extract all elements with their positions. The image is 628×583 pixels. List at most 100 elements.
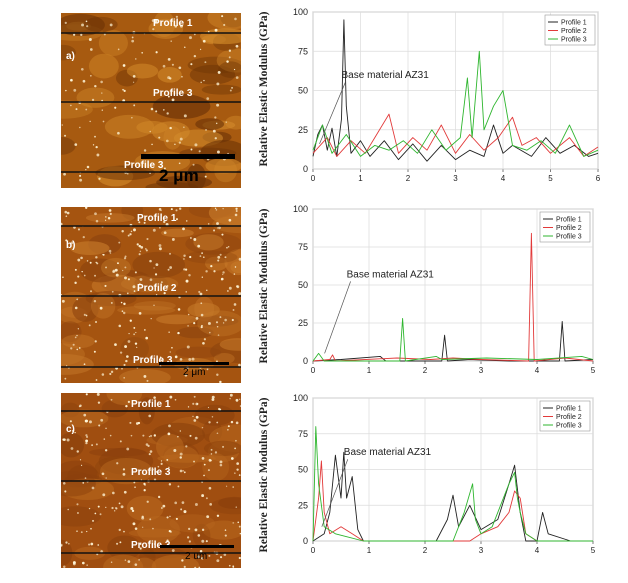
afm-particle [122,311,126,315]
x-tick-label: 4 [501,174,506,183]
afm-particle [205,270,208,273]
afm-particle [180,508,183,511]
afm-particle [187,325,189,327]
afm-particle [230,457,234,460]
afm-particle [224,534,227,537]
afm-particle [81,23,85,27]
annotation-pointer [319,81,346,145]
afm-particle [190,237,192,239]
afm-particle [131,39,135,43]
afm-particle [206,368,209,371]
afm-blob [184,250,238,264]
afm-particle [129,233,132,236]
afm-particle [184,268,188,271]
afm-particle [162,64,166,68]
profile-label-3: Profile 3 [124,160,164,171]
afm-particle [88,507,91,510]
afm-particle [154,19,158,23]
afm-particle [152,28,155,31]
afm-particle [217,227,219,229]
x-tick-label: 3 [479,366,484,375]
afm-particle [134,271,137,274]
afm-particle [76,348,79,351]
afm-particle [160,281,163,284]
afm-particle [187,313,190,316]
afm-particle [153,304,155,307]
afm-particle [234,472,236,474]
afm-particle [239,532,241,535]
afm-particle [194,566,197,568]
afm-particle [129,319,132,322]
y-tick-label: 0 [303,164,308,174]
afm-particle [235,44,239,48]
afm-particle [178,162,181,165]
afm-particle [138,559,140,561]
afm-particle [132,522,136,526]
afm-particle [179,456,182,459]
afm-particle [101,99,103,102]
afm-particle [111,506,114,510]
afm-particle [77,328,79,330]
afm-particle [201,426,204,429]
afm-particle [179,430,181,432]
x-tick-label: 4 [535,546,540,555]
afm-particle [201,557,204,560]
afm-particle [182,469,184,472]
afm-particle [105,506,107,509]
afm-particle [136,346,138,348]
afm-particle [224,256,227,259]
afm-particle [122,468,126,471]
afm-blob [107,535,142,561]
afm-particle [108,209,112,212]
series-line-profile-2 [312,232,594,362]
afm-particle [64,134,67,137]
afm-particle [212,129,216,133]
afm-particle [95,443,98,446]
afm-particle [65,89,67,92]
afm-particle [124,559,127,561]
afm-particle [183,471,186,474]
afm-particle [225,121,227,123]
afm-particle [150,434,153,437]
afm-particle [145,443,149,446]
afm-particle [124,345,128,349]
afm-blob [202,520,241,540]
afm-particle [186,345,190,349]
afm-particle [118,324,122,328]
afm-particle [123,257,127,260]
afm-particle [146,500,149,503]
afm-particle [168,529,171,533]
x-tick-label: 2 [406,174,411,183]
afm-particle [193,238,197,241]
profile-label-1: Profile 1 [137,213,177,224]
afm-particle [90,75,92,77]
afm-blob [88,53,119,79]
afm-particle [171,63,174,66]
afm-particle [142,434,145,437]
afm-particle [64,210,68,214]
afm-particle [110,398,113,401]
afm-blob [157,67,182,83]
afm-blob [194,404,235,426]
afm-particle [217,70,221,74]
afm-particle [109,23,113,27]
afm-particle [237,521,240,524]
afm-particle [62,482,66,485]
afm-particle [196,403,199,405]
afm-particle [216,325,219,328]
afm-particle [107,216,111,220]
afm-particle [171,238,175,241]
afm-particle [96,393,100,396]
afm-particle [141,515,144,518]
afm-particle [127,400,131,404]
afm-particle [138,221,141,224]
afm-blob [189,64,236,85]
afm-particle [151,468,154,471]
afm-particle [143,482,146,485]
afm-particle [102,253,104,256]
afm-particle [201,324,203,327]
legend-entry: Profile 3 [556,423,582,430]
afm-particle [135,331,137,334]
afm-particle [211,416,214,418]
